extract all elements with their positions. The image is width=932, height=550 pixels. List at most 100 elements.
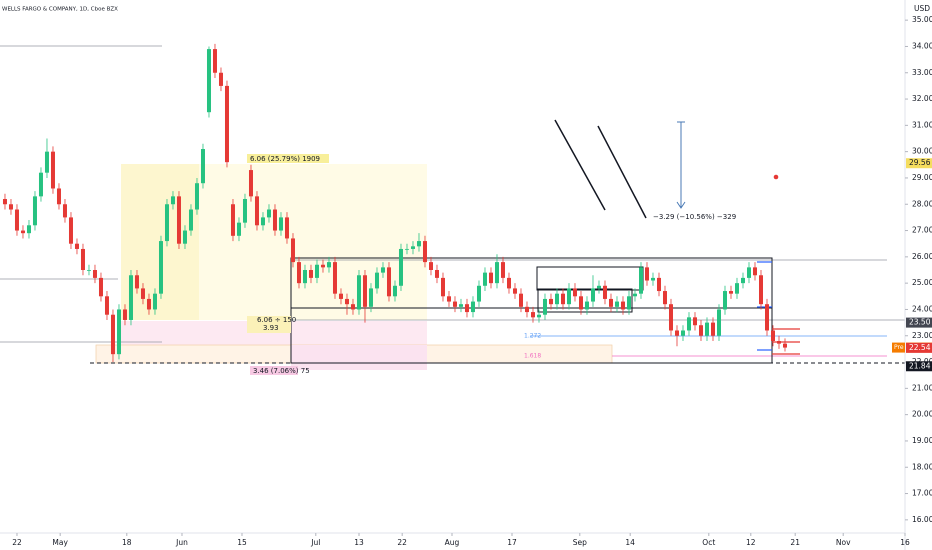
candle-body (182, 230, 187, 244)
candle-body (644, 267, 649, 281)
candle-body (746, 267, 751, 278)
candle-body (206, 49, 211, 113)
candle-body (170, 196, 175, 205)
candle-body (704, 322, 709, 336)
candle-body (650, 277, 655, 281)
candle-body (164, 204, 169, 242)
candle-body (176, 196, 181, 244)
x-tick-label: Oct (702, 538, 715, 547)
y-tick-label: 16.00 (912, 515, 932, 524)
trend-line (554, 119, 606, 211)
candle-body (602, 285, 607, 299)
candle-body (686, 317, 691, 331)
chart-title: WELLS FARGO & COMPANY, 1D, Cboe BZX (2, 7, 118, 13)
candle-body (248, 170, 253, 197)
candle-body (440, 277, 445, 297)
candle-body (566, 288, 571, 305)
candle-body (710, 322, 715, 336)
price-label: 29.56 (909, 158, 931, 167)
price-label: 21.84 (909, 361, 931, 370)
candle-body (422, 241, 427, 263)
pink-zone-2 (291, 345, 427, 370)
candle-body (260, 217, 265, 226)
candle-body (608, 298, 613, 307)
x-tick-label: Jun (175, 538, 188, 547)
candle-body (302, 270, 307, 284)
label-box (247, 154, 329, 163)
candle-body (284, 217, 289, 239)
candle-body (68, 217, 73, 244)
candle-body (698, 325, 703, 336)
x-tick-label: 22 (12, 538, 22, 547)
price-label-box (906, 361, 932, 372)
x-tick-label: 22 (397, 538, 407, 547)
candle-body (20, 230, 25, 234)
candle-body (116, 309, 121, 355)
candle-body (62, 204, 67, 218)
candle-body (380, 267, 385, 273)
candle-body (140, 288, 145, 299)
y-tick-label: 28.00 (912, 199, 932, 208)
candle-body (434, 270, 439, 278)
candle-body (674, 330, 679, 336)
candle-body (638, 267, 643, 294)
candle-body (596, 285, 601, 289)
x-tick-label: 21 (790, 538, 800, 547)
candles (2, 43, 787, 363)
candle-body (590, 288, 595, 302)
x-tick-label: 13 (354, 538, 364, 547)
candle-body (278, 217, 283, 231)
candle-body (428, 262, 433, 270)
annotation: 6.06 (25.79%) 1909 (250, 155, 320, 163)
arrow-head (676, 201, 686, 209)
price-label: 23.50 (909, 318, 931, 327)
candle-body (2, 198, 7, 205)
candle-body (104, 296, 109, 315)
candle-body (290, 238, 295, 263)
x-tick-label: Nov (836, 538, 851, 547)
candle-body (464, 304, 469, 313)
label-box (250, 366, 298, 375)
candle-body (296, 262, 301, 284)
price-tag-box (892, 342, 905, 353)
candle-body (416, 241, 421, 247)
price-label-box (906, 317, 932, 328)
y-tick-label: 19.00 (912, 436, 932, 445)
y-tick-label: 26.00 (912, 252, 932, 261)
candle-body (734, 283, 739, 294)
candle-body (224, 85, 229, 163)
candle-body (374, 272, 379, 289)
annotation: 3.93 (263, 324, 279, 332)
x-tick-label: Aug (445, 538, 460, 547)
candle-body (368, 288, 373, 307)
x-tick-label: Jul (310, 538, 320, 547)
candle-body (272, 209, 277, 231)
candle-body (392, 285, 397, 297)
candle-body (404, 248, 409, 250)
y-tick-label: 27.00 (912, 226, 932, 235)
candle-body (488, 272, 493, 284)
y-tick-label: 32.00 (912, 94, 932, 103)
x-tick-label: 12 (746, 538, 756, 547)
candle-body (200, 149, 205, 184)
candle-body (620, 301, 625, 310)
candle-body (14, 209, 19, 231)
candle-body (230, 204, 235, 236)
candle-body (308, 270, 313, 278)
candle-body (578, 296, 583, 310)
candle-body (218, 72, 223, 86)
candle-body (356, 275, 361, 310)
fib-label: 1.618 (524, 353, 541, 360)
candle-body (458, 304, 463, 307)
candle-body (332, 262, 337, 294)
candle-body (410, 246, 415, 249)
candle-body (572, 288, 577, 297)
candle-body (128, 275, 133, 320)
candle-body (680, 330, 685, 336)
candle-body (584, 301, 589, 310)
x-tick-label: May (52, 538, 68, 547)
y-tick-label: 29.00 (912, 173, 932, 182)
candle-body (152, 293, 157, 310)
marker-dot (773, 174, 779, 180)
